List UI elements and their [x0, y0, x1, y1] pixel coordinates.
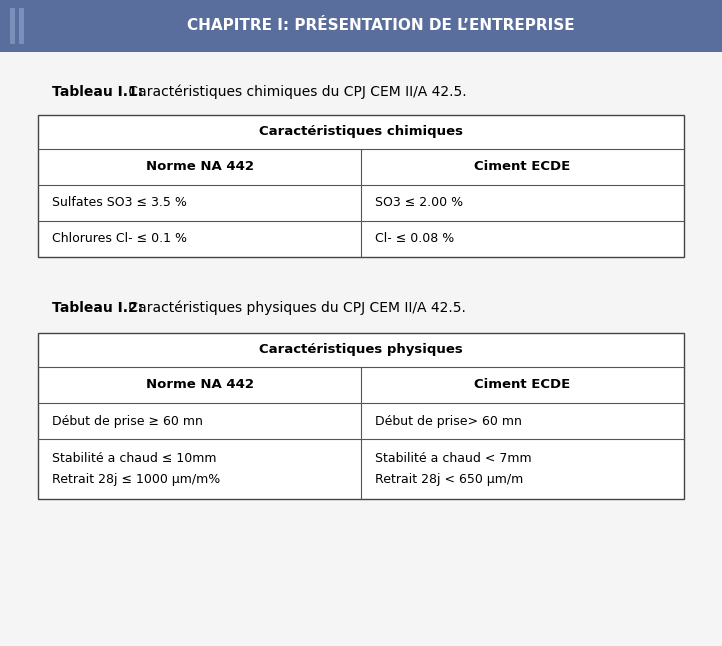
Text: Caractéristiques physiques: Caractéristiques physiques	[259, 344, 463, 357]
Text: Ciment ECDE: Ciment ECDE	[474, 160, 570, 174]
Bar	[19, 8, 24, 44]
Bar	[38, 333, 684, 499]
Text: Stabilité a chaud < 7mm
Retrait 28j < 650 μm/m: Stabilité a chaud < 7mm Retrait 28j < 65…	[375, 452, 531, 486]
Text: Début de prise ≥ 60 mn: Début de prise ≥ 60 mn	[52, 415, 203, 428]
Text: SO3 ≤ 2.00 %: SO3 ≤ 2.00 %	[375, 196, 463, 209]
Text: Tableau I.2:: Tableau I.2:	[52, 301, 143, 315]
Text: Tableau I.1:: Tableau I.1:	[52, 85, 143, 99]
Text: Début de prise> 60 mn: Début de prise> 60 mn	[375, 415, 522, 428]
Bar	[10, 8, 15, 44]
Text: Sulfates SO3 ≤ 3.5 %: Sulfates SO3 ≤ 3.5 %	[52, 196, 187, 209]
Text: Caractéristiques chimiques du CPJ CEM II/A 42.5.: Caractéristiques chimiques du CPJ CEM II…	[124, 85, 466, 99]
Text: Caractéristiques chimiques: Caractéristiques chimiques	[259, 125, 463, 138]
Text: Ciment ECDE: Ciment ECDE	[474, 379, 570, 391]
Bar	[38, 115, 684, 257]
Text: Norme NA 442: Norme NA 442	[146, 379, 253, 391]
Text: Cl- ≤ 0.08 %: Cl- ≤ 0.08 %	[375, 233, 454, 245]
Text: CHAPITRE I: PRÉSENTATION DE L’ENTREPRISE: CHAPITRE I: PRÉSENTATION DE L’ENTREPRISE	[187, 19, 575, 34]
Text: Stabilité a chaud ≤ 10mm
Retrait 28j ≤ 1000 μm/m%: Stabilité a chaud ≤ 10mm Retrait 28j ≤ 1…	[52, 452, 220, 486]
Bar	[0, 0, 722, 52]
Text: Caractéristiques physiques du CPJ CEM II/A 42.5.: Caractéristiques physiques du CPJ CEM II…	[124, 301, 466, 315]
Text: Norme NA 442: Norme NA 442	[146, 160, 253, 174]
Text: Chlorures Cl- ≤ 0.1 %: Chlorures Cl- ≤ 0.1 %	[52, 233, 187, 245]
